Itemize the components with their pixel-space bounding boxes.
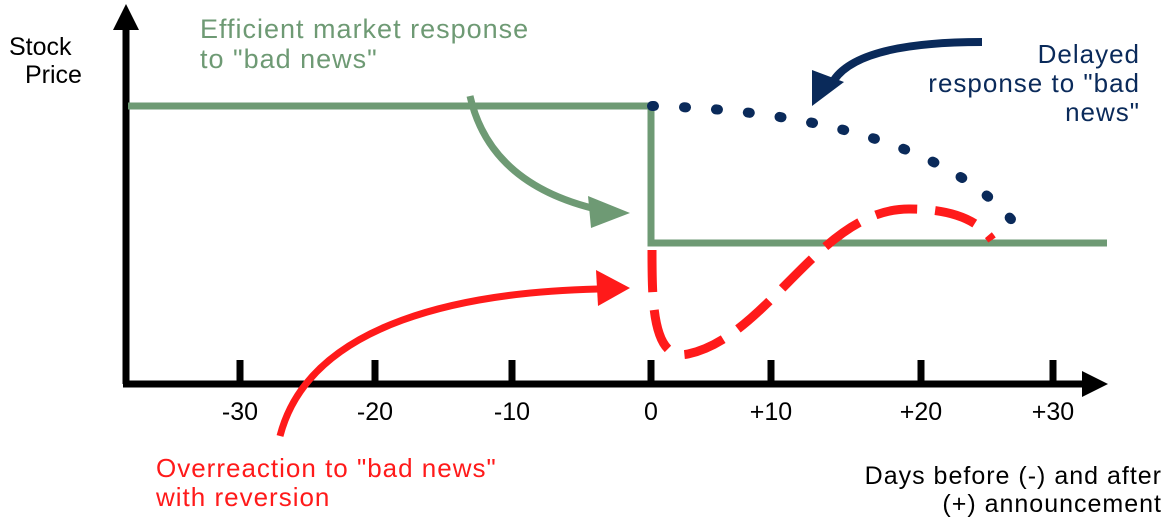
efficient-pointer-arrow (466, 95, 630, 228)
efficient-annotation: Efficient market response to "bad news" (200, 14, 529, 74)
tick-label: -10 (493, 398, 531, 426)
efficient-annotation-line2: to "bad news" (200, 44, 378, 75)
overreaction-line (647, 204, 996, 360)
tick-marks (236, 360, 1057, 384)
x-axis-arrowhead (1082, 371, 1108, 397)
x-axis-label: Days before (-) and after (+) announceme… (865, 462, 1162, 518)
y-axis-label: Stock Price (9, 33, 82, 89)
delayed-annotation-line2: response to "bad (928, 68, 1140, 99)
tick-label: +10 (749, 398, 793, 426)
delayed-annotation-line3: news" (1065, 97, 1140, 128)
tick-label: +20 (899, 398, 943, 426)
delayed-response-line (647, 101, 1023, 233)
x-axis-label-line2: (+) announcement (942, 490, 1162, 518)
tick-label: 0 (644, 398, 658, 426)
efficient-response-line (128, 102, 1107, 247)
overreaction-annotation: Overreaction to "bad news" with reversio… (156, 453, 497, 513)
delayed-pointer-arrow (812, 38, 983, 106)
overreaction-pointer-arrow (276, 270, 630, 437)
overreaction-annotation-line2: with reversion (156, 482, 331, 513)
delayed-annotation: Delayed response to "bad news" (928, 39, 1140, 128)
tick-label: +30 (1031, 398, 1075, 426)
tick-label: -20 (356, 398, 394, 426)
x-axis-label-line1: Days before (-) and after (864, 462, 1162, 490)
efficient-annotation-line1: Efficient market response (200, 14, 530, 44)
tick-label: -30 (221, 398, 259, 426)
axes (113, 4, 1108, 397)
y-axis-label-line1: Stock (9, 33, 72, 61)
y-axis-arrowhead (113, 4, 139, 30)
overreaction-annotation-line1: Overreaction to "bad news" (156, 453, 497, 483)
y-axis-label-line2: Price (25, 61, 82, 89)
delayed-annotation-line1: Delayed (1037, 39, 1140, 69)
